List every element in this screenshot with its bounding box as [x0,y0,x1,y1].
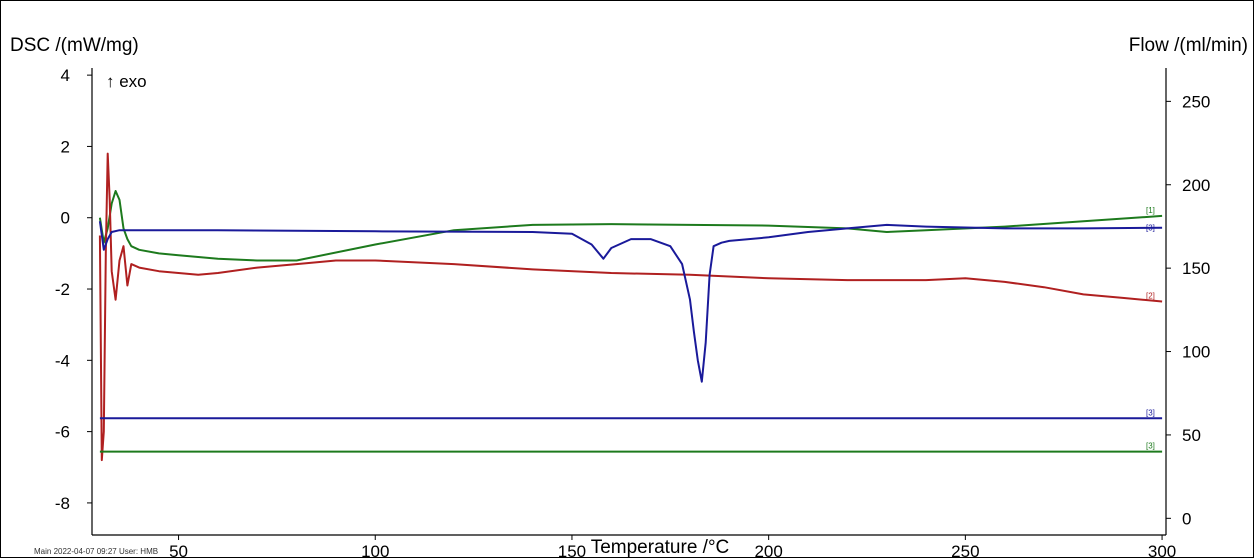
y-left-tick-label: 2 [61,137,70,156]
y-right-tick-label: 100 [1182,343,1210,362]
x-tick-label: 100 [361,542,389,558]
y-right-tick-label: 0 [1182,509,1191,528]
x-tick-label: 50 [169,542,188,558]
plot-lines [98,152,1163,462]
exo-annotation: ↑ exo [106,72,147,91]
series-line-3 [98,221,1163,383]
y-right-tick-label: 150 [1182,259,1210,278]
series-label-2: [2] [1146,292,1155,301]
x-tick-label: 250 [951,542,979,558]
series-line-1 [98,190,1163,262]
y-right-tick-label: 200 [1182,176,1210,195]
y-left-tick-label: 0 [61,209,70,228]
y-left-tick-label: -8 [55,494,70,513]
y-left-tick-label: -6 [55,423,70,442]
y-left-tick-label: 4 [61,66,70,85]
series-label-4: [3] [1146,408,1155,417]
y-left-tick-label: -4 [55,351,70,370]
footer-text: Main 2022-04-07 09:27 User: HMB [34,547,158,556]
x-tick-label: 200 [754,542,782,558]
series-line-2 [98,152,1163,462]
x-tick-label: 300 [1148,542,1176,558]
curve-labels: [1] [2] [3] [3] [3] [1146,206,1155,451]
axis-ticks: 4 2 0 -2 -4 -6 -8 250 200 150 100 50 0 50 100 150 200 250… [55,66,1211,558]
series-label-3: [3] [1146,224,1155,233]
y-right-tick-label: 50 [1182,426,1201,445]
series-label-1: [1] [1146,206,1155,215]
series-label-5: [3] [1146,442,1155,451]
y-axis-right-label: Flow /(ml/min) [1129,35,1248,56]
x-axis-label: Temperature /°C [591,537,730,558]
x-tick-label: 150 [558,542,586,558]
y-right-tick-label: 250 [1182,92,1210,111]
y-left-tick-label: -2 [55,280,70,299]
y-axis-left-label: DSC /(mW/mg) [10,35,139,56]
